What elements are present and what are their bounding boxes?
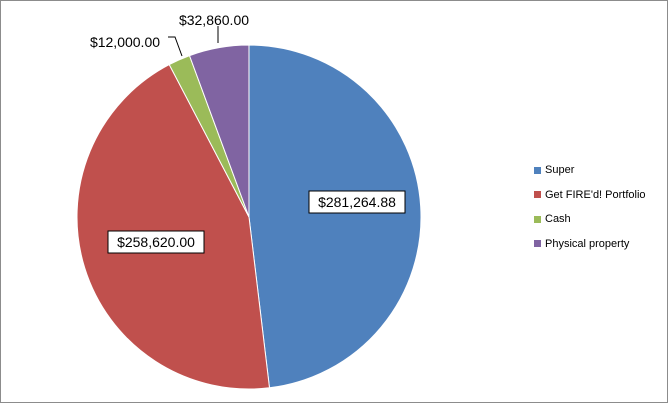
- data-label-cash: $12,000.00: [90, 34, 160, 50]
- legend-item-portfolio: Get FIRE'd! Portfolio: [534, 183, 664, 208]
- data-label-group-super: $281,264.88: [308, 190, 406, 214]
- legend-label-super: Super: [545, 164, 575, 177]
- data-label-box-portfolio: [107, 230, 205, 254]
- data-label-super: $281,264.88: [318, 194, 396, 210]
- legend-swatch-physical-property: [534, 240, 541, 248]
- pie-slice-physical-property: [188, 44, 250, 218]
- legend-label-portfolio: Get FIRE'd! Portfolio: [545, 188, 646, 201]
- legend-label-physical-property: Physical property: [545, 237, 630, 250]
- legend-swatch-cash: [534, 215, 541, 223]
- pie-slice-super: [248, 44, 422, 389]
- pie-slice-portfolio: [76, 63, 271, 390]
- legend-item-super: Super: [534, 158, 664, 183]
- legend-swatch-super: [534, 166, 541, 174]
- leader-line-cash: [168, 36, 183, 57]
- legend-swatch-portfolio: [534, 191, 541, 199]
- data-label-physical-property: $32,860.00: [179, 12, 249, 28]
- chart-legend: Super Get FIRE'd! Portfolio Cash Physica…: [534, 158, 664, 256]
- data-label-box-super: [308, 190, 406, 214]
- data-label-portfolio: $258,620.00: [117, 234, 195, 250]
- data-label-group-physical-property: $32,860.00: [179, 12, 249, 43]
- legend-item-physical-property: Physical property: [534, 232, 664, 257]
- data-label-group-cash: $12,000.00: [90, 34, 183, 57]
- data-label-group-portfolio: $258,620.00: [107, 230, 205, 254]
- legend-item-cash: Cash: [534, 207, 664, 232]
- legend-label-cash: Cash: [545, 213, 571, 226]
